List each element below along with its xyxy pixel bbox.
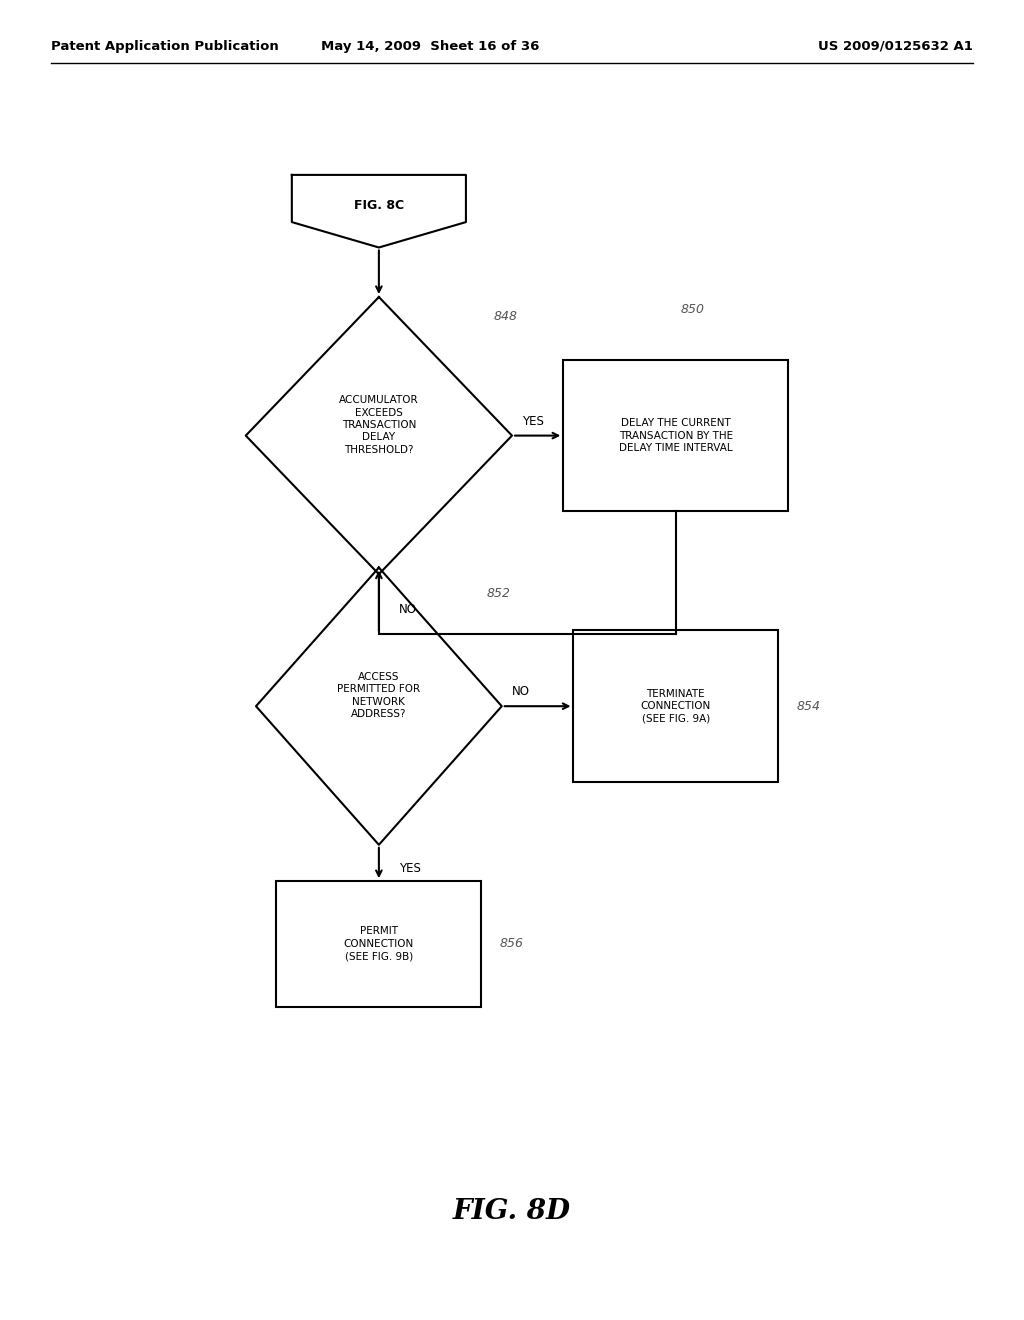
Bar xyxy=(276,882,481,1006)
Text: 848: 848 xyxy=(494,310,517,323)
Text: NO: NO xyxy=(399,603,418,616)
Text: May 14, 2009  Sheet 16 of 36: May 14, 2009 Sheet 16 of 36 xyxy=(321,40,540,53)
Text: TERMINATE
CONNECTION
(SEE FIG. 9A): TERMINATE CONNECTION (SEE FIG. 9A) xyxy=(641,689,711,723)
Bar xyxy=(563,359,788,511)
Text: FIG. 8D: FIG. 8D xyxy=(453,1199,571,1225)
Text: NO: NO xyxy=(512,685,530,698)
Bar xyxy=(573,630,778,781)
Text: Patent Application Publication: Patent Application Publication xyxy=(51,40,279,53)
Text: ACCUMULATOR
EXCEEDS
TRANSACTION
DELAY
THRESHOLD?: ACCUMULATOR EXCEEDS TRANSACTION DELAY TH… xyxy=(339,395,419,455)
Text: 854: 854 xyxy=(797,700,820,713)
Text: YES: YES xyxy=(399,862,421,875)
Text: YES: YES xyxy=(522,414,544,428)
Polygon shape xyxy=(292,176,466,248)
Text: PERMIT
CONNECTION
(SEE FIG. 9B): PERMIT CONNECTION (SEE FIG. 9B) xyxy=(344,927,414,961)
Text: US 2009/0125632 A1: US 2009/0125632 A1 xyxy=(818,40,973,53)
Text: ACCESS
PERMITTED FOR
NETWORK
ADDRESS?: ACCESS PERMITTED FOR NETWORK ADDRESS? xyxy=(337,672,421,719)
Text: FIG. 8C: FIG. 8C xyxy=(354,199,403,213)
Polygon shape xyxy=(256,568,502,845)
Text: 850: 850 xyxy=(681,304,705,315)
Text: 852: 852 xyxy=(486,587,510,601)
Text: DELAY THE CURRENT
TRANSACTION BY THE
DELAY TIME INTERVAL: DELAY THE CURRENT TRANSACTION BY THE DEL… xyxy=(618,418,733,453)
Text: 856: 856 xyxy=(500,937,523,950)
Polygon shape xyxy=(246,297,512,574)
